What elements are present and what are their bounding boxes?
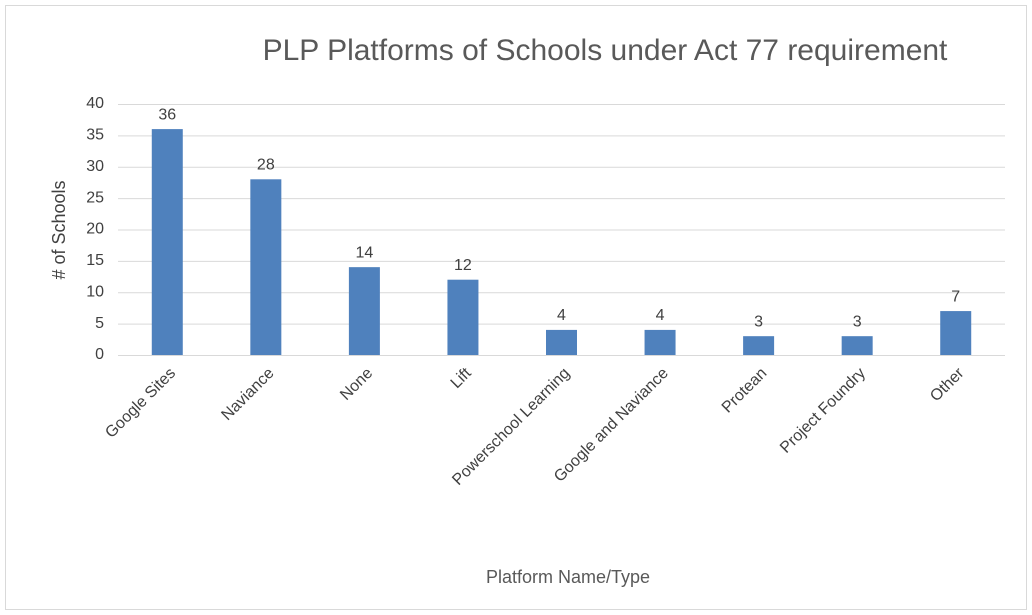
value-label: 14 (355, 244, 373, 261)
value-label: 7 (951, 288, 960, 305)
x-axis-title: Platform Name/Type (486, 567, 650, 587)
y-tick-label: 0 (95, 346, 104, 363)
value-label: 28 (257, 157, 275, 174)
value-label: 3 (853, 313, 862, 330)
y-tick-label: 15 (86, 252, 104, 269)
bar (348, 267, 380, 355)
value-label: 4 (557, 307, 566, 324)
value-label: 12 (454, 257, 472, 274)
bar (546, 329, 577, 355)
y-tick-label: 5 (95, 315, 104, 332)
y-tick-label: 40 (86, 95, 104, 112)
chart-title: PLP Platforms of Schools under Act 77 re… (263, 34, 948, 67)
bar (644, 329, 676, 355)
bar (447, 279, 479, 355)
bar (250, 179, 282, 355)
y-tick-label: 35 (86, 127, 104, 144)
y-tick-label: 25 (86, 189, 104, 206)
y-tick-label: 10 (86, 283, 104, 300)
value-label: 4 (656, 307, 665, 324)
y-axis-title: # of Schools (49, 180, 69, 279)
value-label: 3 (754, 313, 763, 330)
y-tick-label: 20 (86, 221, 104, 238)
y-tick-label: 30 (86, 158, 104, 175)
value-label: 36 (158, 106, 176, 123)
bar (940, 311, 972, 355)
bar (841, 336, 873, 355)
bar (743, 336, 775, 355)
bar (151, 129, 183, 355)
